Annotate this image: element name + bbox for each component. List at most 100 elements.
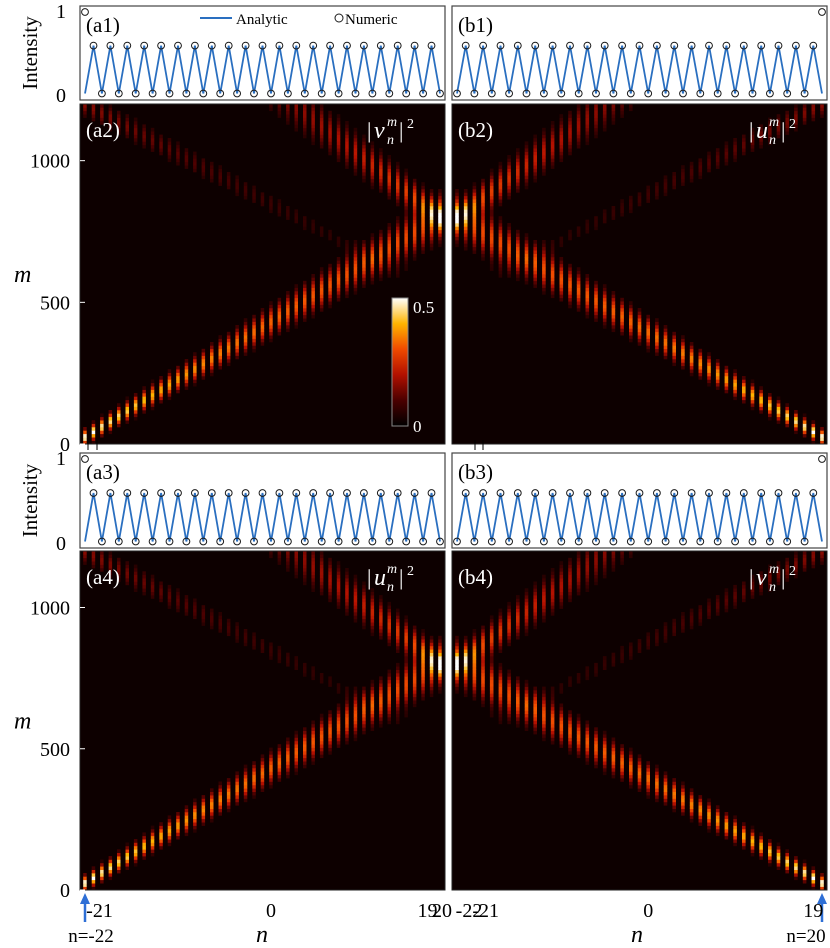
heat-cell-b2 — [576, 233, 581, 237]
heat-cell-a4 — [83, 554, 87, 559]
heat-cell-b4 — [585, 561, 590, 565]
heat-cell-a4 — [421, 642, 425, 647]
heat-cell-b4 — [602, 656, 607, 660]
heat-cell-b2 — [820, 437, 824, 441]
heatmap-background-b2 — [452, 104, 827, 444]
numeric-marker-a3 — [191, 489, 199, 497]
numeric-marker-b3 — [487, 537, 496, 546]
heat-cell-a4 — [108, 551, 113, 555]
heat-cell-b4 — [663, 632, 668, 637]
heat-cell-a4 — [362, 598, 366, 603]
heat-cell-a4 — [319, 744, 324, 748]
heat-cell-b2 — [655, 345, 659, 350]
heat-cell-a2 — [100, 420, 104, 424]
heat-cell-a2 — [396, 172, 400, 176]
heat-cell-b2 — [507, 260, 511, 265]
heat-cell-b2 — [811, 117, 816, 122]
heat-cell-a2 — [91, 440, 96, 445]
heat-cell-b4 — [715, 808, 720, 813]
heat-cell-b2 — [585, 274, 590, 278]
heat-cell-b4 — [750, 825, 755, 830]
heat-cell-b2 — [620, 308, 624, 312]
numeric-marker-a3 — [174, 489, 182, 497]
heat-cell-b4 — [481, 693, 485, 698]
heat-cell-a2 — [184, 148, 189, 152]
heat-cell-b4 — [542, 608, 546, 613]
heat-cell-b4 — [533, 598, 537, 603]
heat-cell-b4 — [602, 659, 607, 664]
heat-cell-b2 — [724, 161, 729, 166]
heat-cell-b2 — [715, 359, 720, 363]
heat-cell-b4 — [576, 568, 581, 572]
heat-cell-b2 — [724, 148, 729, 152]
heat-cell-a4 — [379, 710, 383, 714]
heat-cell-b4 — [568, 747, 572, 752]
heat-cell-a2 — [396, 226, 400, 231]
heat-cell-b2 — [576, 138, 581, 142]
heat-cell-a4 — [184, 595, 189, 599]
heat-cell-a2 — [311, 297, 315, 302]
heat-cell-a2 — [404, 243, 408, 248]
heat-cell-b2 — [568, 151, 572, 156]
heat-cell-b4 — [576, 561, 581, 565]
heat-cell-b2 — [498, 168, 503, 173]
heat-cell-b2 — [776, 124, 781, 129]
heat-cell-a4 — [421, 639, 425, 643]
heat-cell-b4 — [698, 798, 703, 803]
heat-cell-a4 — [396, 629, 400, 633]
field-bar-close: | — [781, 565, 785, 590]
heat-cell-a2 — [336, 280, 341, 285]
heat-cell-a4 — [226, 622, 231, 626]
heat-cell-a4 — [193, 805, 197, 809]
heat-cell-a4 — [235, 778, 239, 782]
heat-cell-a4 — [176, 595, 180, 599]
arrow-label-left-text: n=-22 — [68, 926, 114, 947]
heat-cell-a4 — [150, 574, 155, 579]
heat-cell-b2 — [533, 257, 537, 261]
field-bar-close: | — [399, 565, 403, 590]
heat-cell-b2 — [820, 440, 824, 445]
heat-cell-b4 — [629, 656, 633, 660]
arrow-label-right: n=20 — [786, 926, 825, 947]
heat-cell-b4 — [715, 825, 720, 830]
heat-cell-a2 — [210, 175, 214, 180]
heat-cell-a4 — [353, 703, 358, 708]
heat-cell-a4 — [319, 730, 324, 735]
heat-cell-a2 — [286, 314, 290, 319]
heat-cell-b2 — [620, 199, 624, 203]
heat-cell-b2 — [820, 104, 824, 108]
heat-cell-b2 — [768, 413, 772, 418]
heat-cell-a2 — [438, 209, 442, 214]
heat-cell-a4 — [260, 757, 265, 762]
heat-cell-b2 — [489, 243, 494, 248]
heat-cell-b4 — [524, 622, 529, 626]
heat-cell-a2 — [133, 141, 138, 146]
heat-cell-b2 — [489, 206, 494, 210]
heat-cell-b4 — [550, 734, 555, 738]
heat-cell-b2 — [516, 148, 520, 152]
heat-cell-a2 — [370, 240, 375, 244]
heat-cell-a4 — [142, 584, 146, 589]
heat-cell-b2 — [681, 352, 685, 356]
heat-cell-a2 — [387, 236, 391, 241]
heat-cell-a2 — [83, 427, 87, 431]
heat-cell-a2 — [133, 399, 138, 404]
heat-cell-a2 — [91, 420, 96, 424]
heat-cell-a4 — [125, 561, 129, 565]
heat-cell-a2 — [379, 243, 383, 248]
heat-cell-a2 — [353, 144, 358, 149]
heat-cell-b2 — [802, 107, 807, 112]
heat-cell-a4 — [294, 747, 298, 752]
heat-cell-b2 — [663, 192, 668, 197]
heat-cell-b4 — [542, 710, 546, 714]
heat-cell-a4 — [328, 581, 332, 586]
numeric-marker-a3 — [309, 489, 318, 497]
heat-cell-b4 — [811, 551, 816, 555]
heat-cell-a4 — [277, 774, 282, 779]
heat-cell-a4 — [345, 581, 349, 586]
heat-cell-a2 — [218, 365, 222, 370]
heat-cell-b2 — [455, 233, 459, 237]
heat-cell-b4 — [794, 554, 798, 559]
heat-cell-b2 — [455, 216, 459, 220]
